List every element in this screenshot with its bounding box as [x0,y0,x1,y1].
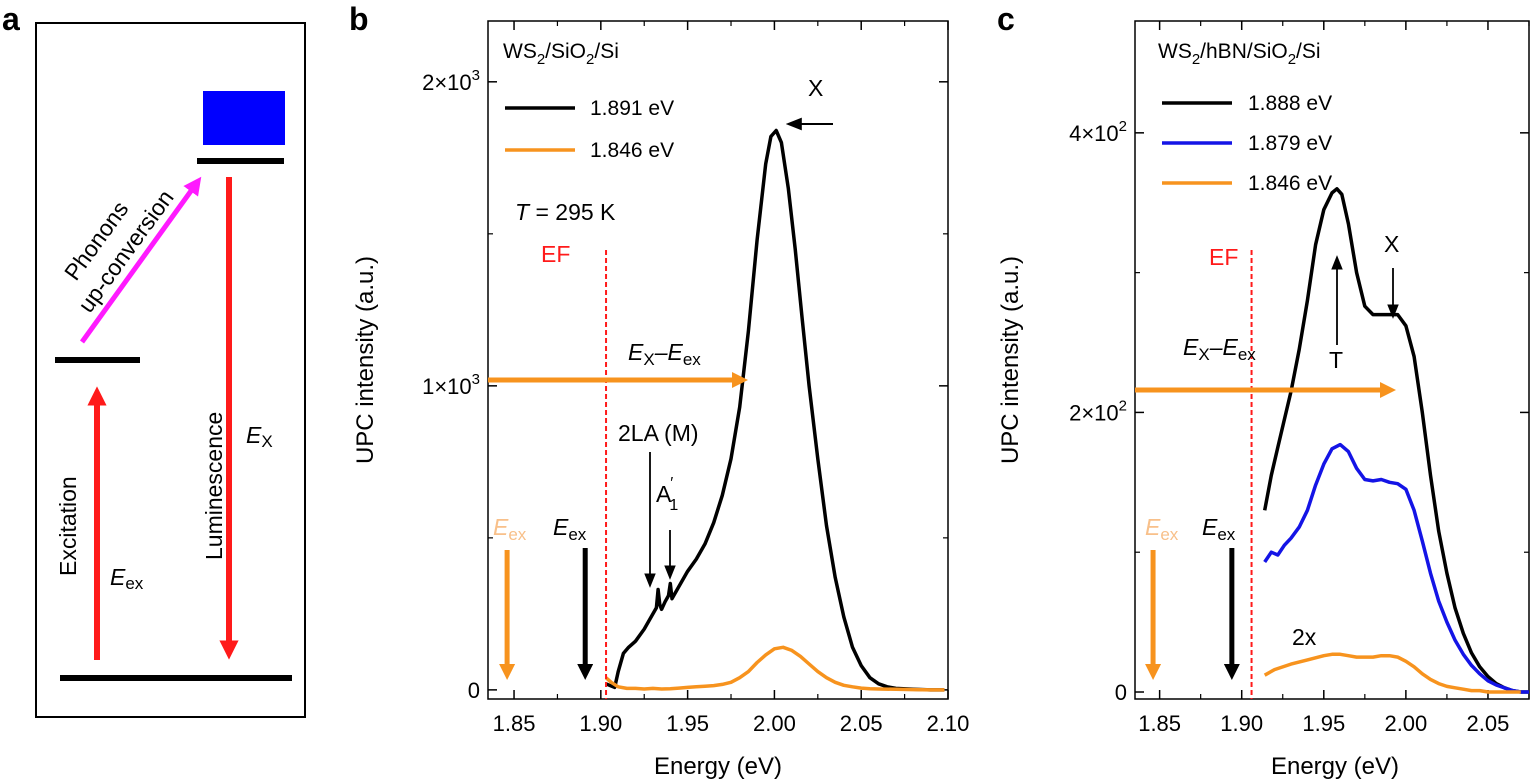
panel-c: c 1.85 1.90 1.95 2.00 2.05 0 2×102 4×102 Energ… [997,1,1529,780]
y-tick-label: 1×103 [422,371,480,399]
series-line-1-891-eV [606,131,945,690]
luminescence-label: Luminescence [201,412,227,560]
panel-c-y-axis-label: UPC intensity (a.u.) [997,256,1024,464]
panel-c-x-ticks: 1.85 1.90 1.95 2.00 2.05 [1138,21,1529,736]
excitation-label: Excitation [55,476,81,576]
panel-b-legend-label-1: 1.846 eV [590,139,674,162]
y-tick-label: 0 [1115,680,1127,705]
x-tick-label: 1.85 [1138,711,1181,736]
figure: a Phonons up-conversion Luminescence Exc… [0,0,1536,782]
panel-b-y-axis-label: UPC intensity (a.u.) [352,256,379,464]
y-tick-label: 0 [468,678,480,703]
x-tick-label: 1.95 [666,711,709,736]
panel-b-title: WS2/SiO2/Si [503,40,619,68]
panel-c-y-ticks: 0 2×102 4×102 [1069,118,1529,705]
panel-b-temperature: T = 295 K [515,199,616,225]
panel-b-y-ticks: 0 1×103 2×103 [422,67,948,703]
y-tick-label: 4×102 [1069,118,1127,146]
panel-b-x-axis-label: Energy (eV) [654,753,782,780]
panel-b-eex-orange-label: Eex [493,514,527,544]
panel-c-scale-label: 2x [1292,624,1317,650]
panel-c-legend-label-1: 1.879 eV [1248,132,1332,155]
panel-c-ef-label: EF [1209,244,1238,270]
series-line-1-888-eV [1265,189,1529,692]
x-tick-label: 2.00 [753,711,796,736]
panel-b-plot: 1.85 1.90 1.95 2.00 2.05 2.10 0 1×103 2×103 [422,21,969,736]
panel-a: a Phonons up-conversion Luminescence Exc… [2,1,305,717]
panel-c-letter: c [997,1,1015,37]
x-tick-label: 2.10 [927,711,970,736]
x-tick-label: 1.90 [1220,711,1263,736]
panel-b-x-peak-label: X [808,75,823,101]
x-tick-label: 2.05 [840,711,883,736]
panel-b-ex-minus-eex: EX–Eex [628,339,701,369]
panel-a-eex-label: Eex [110,564,144,593]
panel-c-title: WS2/hBN/SiO2/Si [1158,40,1321,68]
panel-c-legend-label-2: 1.846 eV [1248,172,1332,195]
panel-b-letter: b [349,1,369,37]
panel-c-x-peak-label: X [1384,231,1399,257]
x-tick-label: 2.00 [1384,711,1427,736]
panel-b-legend-label-0: 1.891 eV [590,97,674,120]
series-line-1-879-eV [1265,445,1529,692]
panel-b-series [606,131,945,690]
exciton-band-block [203,91,285,145]
x-tick-label: 1.95 [1302,711,1345,736]
panel-c-eex-orange-label: Eex [1145,514,1179,544]
panel-c-annotations [1135,250,1388,699]
panel-a-ex-label: EX [246,422,273,451]
panel-a-letter: a [2,1,20,37]
panel-c-x-axis-label: Energy (eV) [1271,753,1399,780]
panel-c-series [1265,189,1529,692]
y-tick-label: 2×102 [1069,397,1127,425]
x-tick-label: 1.85 [493,711,536,736]
panel-c-eex-black-label: Eex [1202,514,1236,544]
phonon-upconversion-arrow [82,184,196,342]
x-tick-label: 1.90 [579,711,622,736]
panel-b-ef-label: EF [541,241,570,267]
panel-b-annotations [488,250,740,699]
panel-b-2la-label: 2LA (M) [618,420,699,446]
x-tick-label: 2.05 [1467,711,1510,736]
series-line-1-846-eV [606,647,945,690]
panel-b: b 1.85 1.90 1.95 2.00 2.05 2.10 0 1×103 2×103 E… [349,1,969,780]
series-line-1-846-eV [1265,654,1521,692]
panel-c-t-peak-label: T [1329,347,1343,373]
panel-b-a1-label: A1′ [656,475,678,514]
panel-b-eex-black-label: Eex [553,514,587,544]
panel-c-ex-minus-eex: EX–Eex [1183,334,1256,364]
panel-c-legend-label-0: 1.888 eV [1248,92,1332,115]
y-tick-label: 2×103 [422,67,480,95]
panel-b-axes-frame [488,21,948,699]
